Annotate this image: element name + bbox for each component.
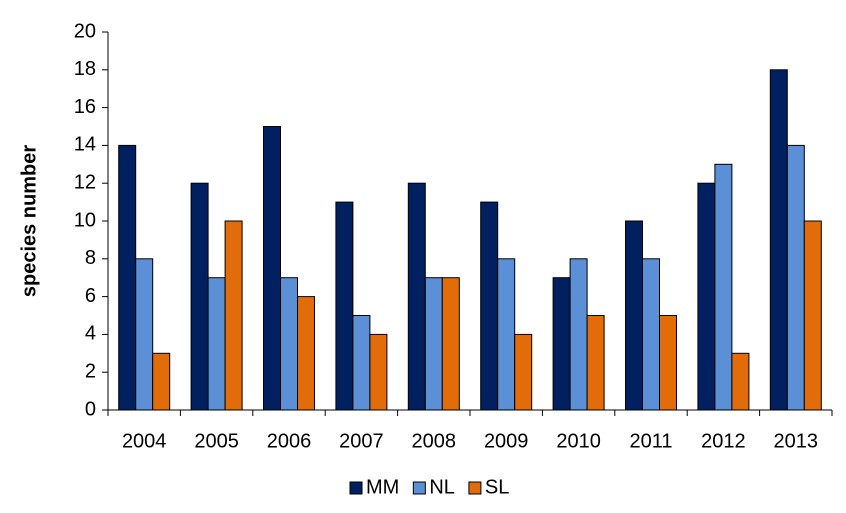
bar [190,182,209,411]
legend-swatch [468,481,482,495]
y-tick-label: 14 [74,134,96,156]
bar [625,220,643,411]
x-tick-label: 2013 [774,430,819,452]
y-tick-label: 2 [85,360,96,382]
y-tick-label: 16 [74,96,96,118]
bar [642,258,660,411]
bar [569,258,588,411]
bar [441,277,460,411]
x-tick-label: 2011 [629,430,672,452]
x-tick-label: 2009 [484,430,529,452]
y-tick-label: 8 [85,247,96,269]
bar [335,201,354,411]
bar [786,144,805,411]
bar [207,277,226,411]
bar [369,333,388,411]
bar [352,315,371,411]
y-tick-label: 12 [74,171,96,193]
bar [803,220,822,411]
bar [224,220,243,411]
y-tick-label: 6 [85,285,96,307]
bar [731,352,750,411]
bar [714,163,733,411]
bar [280,277,298,411]
y-tick-label: 10 [74,209,96,231]
x-tick-label: 2006 [267,430,312,452]
legend-label: MM [366,476,399,498]
x-tick-label: 2007 [339,430,384,452]
bar [480,201,499,411]
x-tick-label: 2008 [412,430,457,452]
bar [263,126,281,411]
legend-label: SL [485,476,509,498]
bar [407,182,426,411]
x-tick-label: 2012 [701,430,746,452]
bar [552,277,571,411]
x-tick-label: 2005 [194,430,239,452]
bar [118,144,137,411]
legend-label: NL [429,476,455,498]
legend-swatch [349,481,363,495]
bar [297,296,315,411]
x-tick-label: 2004 [122,430,167,452]
y-tick-label: 18 [74,58,96,80]
y-tick-label: 20 [74,20,96,42]
bar [424,277,443,411]
bar [659,315,677,411]
bar [152,352,171,411]
x-tick-label: 2010 [556,430,601,452]
bar [586,315,605,411]
legend-swatch [412,481,426,495]
bar [135,258,154,411]
bar [497,258,516,411]
y-tick-label: 0 [85,398,96,420]
bar [769,69,788,411]
y-axis-label: species number [18,145,40,298]
y-tick-label: 4 [85,323,96,345]
bar [697,182,716,411]
bar [514,333,533,411]
